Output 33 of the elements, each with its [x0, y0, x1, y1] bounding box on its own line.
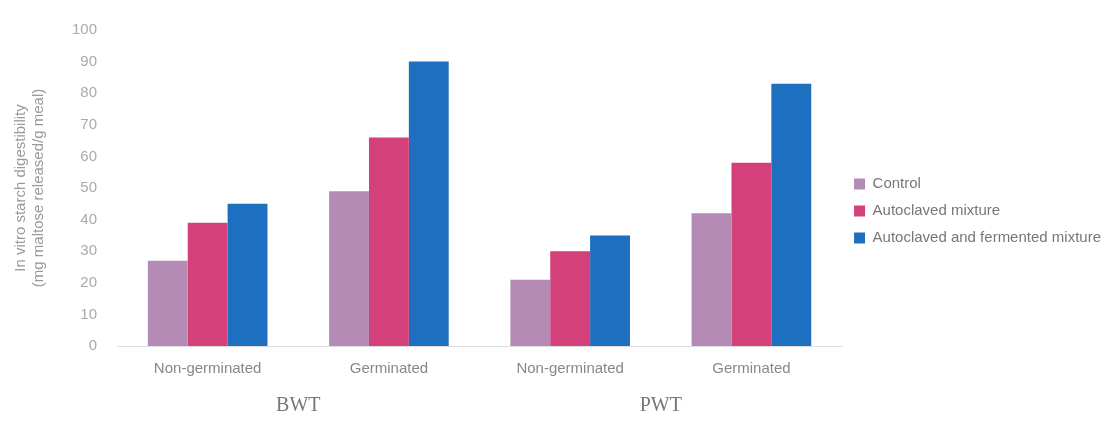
y-tick-label: 50: [80, 178, 98, 196]
bar: [329, 191, 369, 346]
y-tick-label: 30: [80, 241, 98, 259]
legend-label: Autoclaved and fermented mixture: [872, 228, 1102, 246]
y-tick-label: 0: [88, 336, 98, 354]
bar: [731, 162, 772, 346]
y-tick-label: 70: [80, 114, 98, 132]
text: BWT: [276, 393, 321, 416]
bar: [147, 260, 188, 346]
x-tick-label: Germinated: [349, 359, 429, 377]
bar: [590, 235, 630, 346]
y-tick-label: 20: [80, 272, 98, 290]
y-axis-title: In vitro starch digestibility (mg maltose released/g meal): [11, 88, 47, 288]
x-tick-label: Non-germinated: [153, 359, 262, 377]
y-tick-label: 40: [80, 209, 98, 227]
bar: [368, 137, 409, 346]
y-tick-label: 10: [80, 304, 98, 322]
bar: [691, 213, 732, 346]
bar: [227, 203, 268, 346]
bar: [187, 222, 228, 346]
y-tick-label: 60: [80, 146, 98, 164]
x-tick-label: Non-germinated: [516, 359, 624, 377]
y-tick-label: 100: [72, 20, 98, 38]
bar: [771, 83, 812, 346]
legend-label: Control: [872, 174, 921, 192]
y-tick-label: 90: [80, 51, 98, 69]
y-tick-label: 80: [80, 83, 98, 101]
legend-label: Autoclaved mixture: [872, 201, 1001, 219]
x-tick-label: Germinated: [712, 359, 791, 377]
bar: [510, 279, 551, 346]
bar: [550, 251, 591, 346]
bar: [408, 61, 449, 346]
text: PWT: [639, 393, 682, 416]
